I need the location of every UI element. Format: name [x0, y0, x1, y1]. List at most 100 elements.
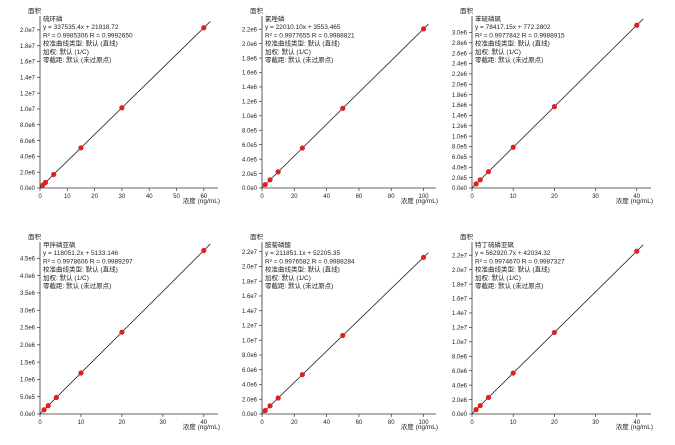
y-tick-label: 6.0e6: [452, 369, 468, 375]
y-tick-label: 4.0e6: [242, 383, 258, 389]
x-tick-label: 0: [38, 420, 42, 426]
y-tick-label: 2.0e7: [452, 268, 468, 274]
y-tick-label: 6.0e5: [242, 143, 258, 149]
data-point: [340, 105, 346, 111]
y-tick-label: 2.0e5: [242, 172, 258, 178]
x-tick-label: 60: [356, 420, 363, 426]
compound-name: 硫环磷: [43, 14, 63, 23]
r-values: R² = 0.9977842 R = 0.9988915: [475, 32, 565, 39]
y-tick-label: 1.8e7: [242, 279, 258, 285]
data-point: [78, 370, 84, 376]
data-point: [299, 145, 305, 151]
y-tick-label: 2.2e7: [242, 250, 258, 256]
y-tick-label: 1.0e7: [242, 338, 258, 344]
regression-line: [261, 252, 429, 414]
y-tick-label: 3.0e6: [20, 308, 36, 314]
x-tick-label: 30: [592, 420, 599, 426]
y-tick-label: 2.0e6: [242, 42, 258, 48]
r-values: R² = 0.9978606 R = 0.9989297: [43, 258, 133, 265]
data-point: [275, 395, 281, 401]
data-point: [340, 332, 346, 339]
y-tick-label: 1.8e7: [20, 44, 36, 50]
y-axis-label: 面积: [460, 6, 474, 15]
r-values: R² = 0.9977655 R = 0.9988821: [265, 32, 355, 39]
x-tick-label: 30: [592, 194, 599, 200]
y-tick-label: 1.6e6: [242, 71, 258, 77]
data-point: [485, 394, 492, 401]
x-tick-label: 100: [419, 420, 430, 426]
y-tick-label: 8.0e6: [452, 354, 468, 360]
y-tick-label: 8.0e6: [20, 123, 36, 129]
fit-equation: y = 118051.2x + 5133.146: [43, 250, 118, 257]
y-tick-label: 6.0e6: [20, 139, 36, 145]
regression-line: [39, 21, 211, 189]
y-tick-label: 1.4e7: [452, 311, 468, 317]
compound-name: 胺菊磷酸: [265, 240, 292, 249]
y-tick-label: 6.0e5: [452, 155, 468, 161]
data-point: [201, 247, 207, 254]
y-tick-label: 0.0e0: [20, 412, 36, 418]
x-axis-label: 浓度 (ng/mL): [616, 422, 653, 431]
y-tick-label: 1.6e7: [452, 297, 468, 303]
data-point: [477, 177, 483, 183]
y-tick-label: 1.4e7: [242, 309, 258, 315]
x-tick-label: 20: [119, 420, 126, 426]
x-tick-label: 20: [291, 194, 298, 200]
y-tick-label: 1.2e6: [452, 124, 468, 130]
fit-equation: y = 22010.10x + 3553.465: [265, 24, 341, 31]
y-tick-label: 6.0e6: [242, 368, 258, 374]
y-axis-label: 面积: [460, 232, 474, 241]
origin-note: 零截距: 默认 (未过原点): [43, 55, 111, 64]
x-tick-label: 40: [633, 194, 640, 200]
data-point: [262, 181, 268, 188]
regression-line: [471, 244, 644, 414]
y-tick-label: 2.4e6: [452, 62, 468, 68]
y-tick-label: 1.4e6: [242, 85, 258, 91]
y-tick-label: 2.0e7: [242, 265, 258, 271]
y-tick-label: 0.0e0: [452, 412, 468, 418]
y-axis-label: 面积: [250, 6, 264, 15]
y-tick-label: 2.0e6: [452, 398, 468, 404]
x-tick-label: 80: [388, 420, 395, 426]
weighting-note: 加权: 默认 (1/C): [265, 273, 311, 282]
y-tick-label: 5.0e5: [20, 395, 36, 401]
x-tick-label: 40: [200, 420, 207, 426]
y-tick-label: 1.5e6: [20, 360, 36, 366]
fit-equation: y = 337535.4x + 21918.72: [43, 24, 119, 31]
r-values: R² = 0.9985306 R = 0.9992650: [43, 32, 133, 39]
x-tick-label: 20: [291, 420, 298, 426]
x-axis-label: 浓度 (ng/mL): [616, 196, 653, 205]
curve-type-note: 校准曲线类型: 默认 (直线): [265, 39, 340, 48]
y-tick-label: 2.8e6: [452, 41, 468, 47]
data-point: [510, 370, 516, 376]
data-point: [201, 25, 207, 31]
data-point: [473, 407, 479, 413]
x-axis-label: 浓度 (ng/mL): [183, 422, 220, 431]
data-point: [275, 169, 281, 175]
y-tick-label: 2.0e5: [452, 176, 468, 182]
origin-note: 零截距: 默认 (未过原点): [475, 55, 543, 64]
compound-name: 特丁硫磷亚砜: [475, 240, 515, 249]
x-tick-label: 60: [200, 194, 207, 200]
y-tick-label: 4.5e6: [20, 257, 36, 263]
data-point: [299, 371, 305, 378]
curve-type-note: 校准曲线类型: 默认 (直线): [43, 265, 118, 274]
data-point: [53, 394, 59, 401]
y-tick-label: 1.0e7: [20, 107, 36, 113]
y-tick-label: 2.0e7: [20, 28, 36, 34]
x-tick-label: 0: [260, 420, 264, 426]
y-tick-label: 1.0e6: [20, 378, 36, 384]
x-tick-label: 0: [38, 194, 42, 200]
x-axis-label: 浓度 (ng/mL): [401, 422, 438, 431]
weighting-note: 加权: 默认 (1/C): [265, 47, 311, 56]
y-tick-label: 2.2e6: [452, 72, 468, 78]
data-point: [78, 145, 84, 151]
x-tick-label: 10: [64, 194, 71, 200]
origin-note: 零截距: 默认 (未过原点): [475, 281, 543, 290]
y-tick-label: 1.2e7: [452, 326, 468, 332]
y-tick-label: 1.2e7: [20, 91, 36, 97]
y-tick-label: 1.0e6: [242, 114, 258, 120]
regression-line: [261, 23, 429, 189]
